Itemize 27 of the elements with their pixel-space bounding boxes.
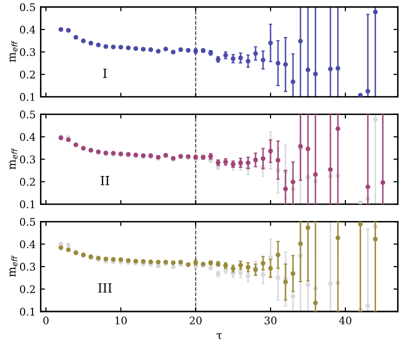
y-tick-label: 0.4 <box>20 133 36 141</box>
y-tick-label: 0.3 <box>20 262 36 271</box>
y-tick-label: 0.5 <box>20 218 36 226</box>
annotation: I <box>103 68 107 78</box>
y-tick-label: 0.1 <box>20 308 34 316</box>
annotation: III <box>98 283 112 292</box>
x-tick-label: 0 <box>43 316 49 324</box>
annotation: II <box>100 176 110 186</box>
y-tick-label: 0.2 <box>20 285 35 294</box>
y-tick-label: 0.4 <box>20 240 36 248</box>
y-tick-label: 0.3 <box>20 48 36 56</box>
x-tick-label: 30 <box>264 316 276 324</box>
y-tick-label: 0.2 <box>20 178 35 186</box>
x-tick-label: 10 <box>115 316 127 324</box>
y-axis-title: m$_{eff}$ <box>10 255 18 277</box>
y-tick-label: 0.1 <box>20 200 34 208</box>
y-axis-title: m$_{eff}$ <box>10 148 18 170</box>
y-tick-label: 0.2 <box>20 70 35 78</box>
y-tick-label: 0.3 <box>20 155 36 164</box>
x-axis-title: τ <box>216 333 222 340</box>
x-tick-label: 20 <box>190 316 202 324</box>
y-tick-label: 0.4 <box>20 26 36 34</box>
y-axis-title: m$_{eff}$ <box>10 40 18 62</box>
y-tick-label: 0.5 <box>20 110 36 118</box>
y-tick-label: 0.5 <box>20 3 36 12</box>
x-tick-label: 40 <box>339 316 352 324</box>
y-tick-label: 0.1 <box>20 93 34 101</box>
